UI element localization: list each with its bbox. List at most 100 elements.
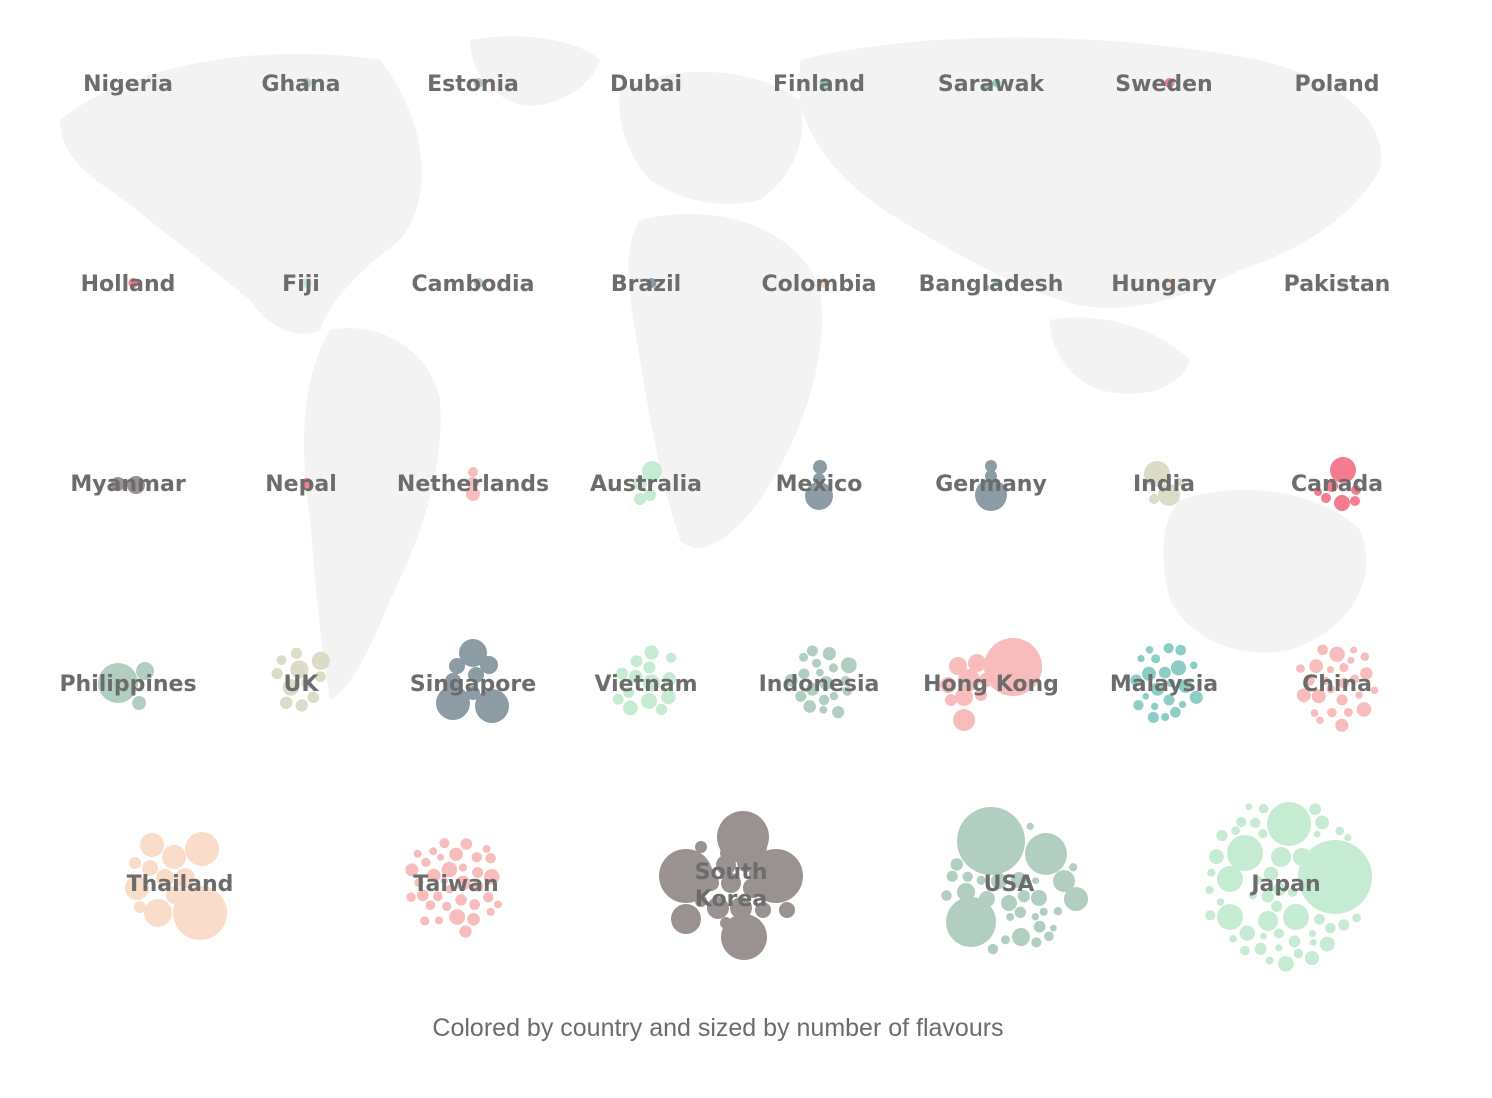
flavour-bubble bbox=[475, 689, 509, 723]
flavour-bubble bbox=[1321, 493, 1331, 503]
flavour-bubble bbox=[1339, 662, 1349, 673]
flavour-bubble bbox=[1248, 891, 1257, 900]
flavour-bubble bbox=[468, 467, 478, 477]
flavour-bubble bbox=[1261, 890, 1275, 903]
flavour-bubble bbox=[1308, 930, 1316, 938]
flavour-bubble bbox=[1296, 688, 1311, 703]
flavour-bubble bbox=[482, 845, 491, 853]
flavour-bubble bbox=[449, 847, 463, 862]
flavour-bubble bbox=[132, 696, 146, 710]
flavour-bubble bbox=[485, 852, 496, 864]
flavour-bubble bbox=[1330, 457, 1356, 483]
flavour-bubble bbox=[962, 871, 973, 882]
flavour-bubble bbox=[829, 691, 839, 701]
flavour-bubble bbox=[983, 84, 990, 91]
flavour-bubble bbox=[1017, 890, 1030, 903]
flavour-bubble bbox=[642, 461, 662, 481]
flavour-bubble bbox=[156, 869, 174, 887]
flavour-bubble bbox=[643, 661, 656, 674]
flavour-bubble bbox=[1337, 78, 1348, 88]
flavour-bubble bbox=[1217, 866, 1243, 892]
flavour-bubble bbox=[1229, 934, 1237, 943]
flavour-bubble bbox=[991, 873, 1007, 889]
flavour-bubble bbox=[290, 647, 302, 659]
flavour-bubble bbox=[1271, 900, 1283, 912]
flavour-bubble bbox=[1164, 278, 1175, 288]
flavour-bubble bbox=[641, 693, 657, 709]
flavour-bubble bbox=[1236, 817, 1247, 828]
flavour-bubble bbox=[458, 863, 467, 872]
country-label: Mexico bbox=[776, 472, 863, 497]
flavour-bubble bbox=[125, 876, 149, 900]
country-label: Malaysia bbox=[1110, 672, 1218, 697]
flavour-bubble bbox=[1012, 928, 1030, 946]
bubble-group-brazil bbox=[646, 278, 657, 288]
flavour-bubble bbox=[1309, 659, 1324, 673]
bubble-group-uk bbox=[271, 647, 330, 712]
map-southeast-asia bbox=[1050, 317, 1190, 394]
flavour-bubble bbox=[413, 849, 422, 858]
flavour-bubble bbox=[1360, 652, 1370, 661]
bubble-group-nepal bbox=[301, 478, 312, 488]
flavour-bubble bbox=[439, 838, 450, 849]
flavour-bubble bbox=[307, 691, 320, 704]
flavour-bubble bbox=[1170, 660, 1187, 676]
flavour-bubble bbox=[737, 854, 755, 872]
flavour-bubble bbox=[1144, 461, 1170, 487]
map-north-america bbox=[60, 53, 422, 334]
flavour-bubble bbox=[1227, 835, 1263, 871]
bubble-group-finland bbox=[819, 78, 830, 88]
bubble-group-japan bbox=[1205, 802, 1372, 972]
flavour-bubble bbox=[469, 899, 480, 910]
flavour-bubble bbox=[720, 917, 732, 929]
bubble-group-poland bbox=[1337, 78, 1348, 88]
flavour-bubble bbox=[1253, 876, 1263, 885]
bubble-group-indonesia bbox=[784, 645, 857, 719]
flavour-bubble bbox=[1272, 882, 1287, 896]
flavour-bubble bbox=[1000, 935, 1010, 945]
bubble-group-netherlands bbox=[466, 467, 480, 501]
country-label: India bbox=[1133, 472, 1195, 497]
flavour-bubble bbox=[1025, 833, 1067, 875]
flavour-bubble bbox=[955, 688, 973, 706]
flavour-bubble bbox=[1327, 707, 1337, 718]
flavour-bubble bbox=[442, 901, 452, 912]
flavour-bubble bbox=[111, 477, 125, 491]
bubble-group-china bbox=[1296, 644, 1379, 732]
flavour-bubble bbox=[1350, 646, 1358, 654]
flavour-bubble bbox=[1175, 644, 1186, 656]
flavour-bubble bbox=[623, 686, 635, 698]
flavour-bubble bbox=[1258, 803, 1269, 814]
flavour-bubble bbox=[1326, 480, 1338, 492]
flavour-bubble bbox=[979, 673, 993, 687]
flavour-bubble bbox=[633, 476, 647, 490]
bubble-group-singapore bbox=[436, 639, 509, 723]
flavour-bubble bbox=[743, 878, 763, 898]
bubble-group-hong-kong bbox=[940, 638, 1042, 731]
flavour-bubble bbox=[1287, 887, 1298, 897]
flavour-bubble bbox=[1069, 863, 1078, 872]
flavour-bubble bbox=[1278, 956, 1294, 972]
flavour-bubble bbox=[953, 709, 975, 731]
flavour-bubble bbox=[1014, 906, 1027, 919]
flavour-bubble bbox=[806, 682, 820, 696]
flavour-bubble bbox=[707, 897, 729, 919]
flavour-bubble bbox=[1267, 802, 1311, 846]
flavour-bubble bbox=[445, 673, 461, 689]
flavour-bubble bbox=[466, 487, 480, 501]
flavour-bubble bbox=[1334, 495, 1350, 511]
flavour-bubble bbox=[142, 860, 158, 876]
flavour-bubble bbox=[1338, 677, 1350, 689]
flavour-bubble bbox=[301, 478, 312, 488]
flavour-bubble bbox=[1207, 868, 1216, 877]
flavour-bubble bbox=[1053, 870, 1075, 892]
flavour-bubble bbox=[1209, 849, 1224, 865]
flavour-bubble bbox=[173, 886, 227, 940]
flavour-bubble bbox=[1311, 689, 1326, 704]
flavour-bubble bbox=[1293, 948, 1304, 959]
flavour-bubble bbox=[460, 838, 473, 850]
flavour-bubble bbox=[1336, 694, 1348, 706]
flavour-bubble bbox=[784, 673, 798, 687]
bubble-group-cambodia bbox=[473, 278, 484, 288]
flavour-bubble bbox=[472, 867, 484, 878]
